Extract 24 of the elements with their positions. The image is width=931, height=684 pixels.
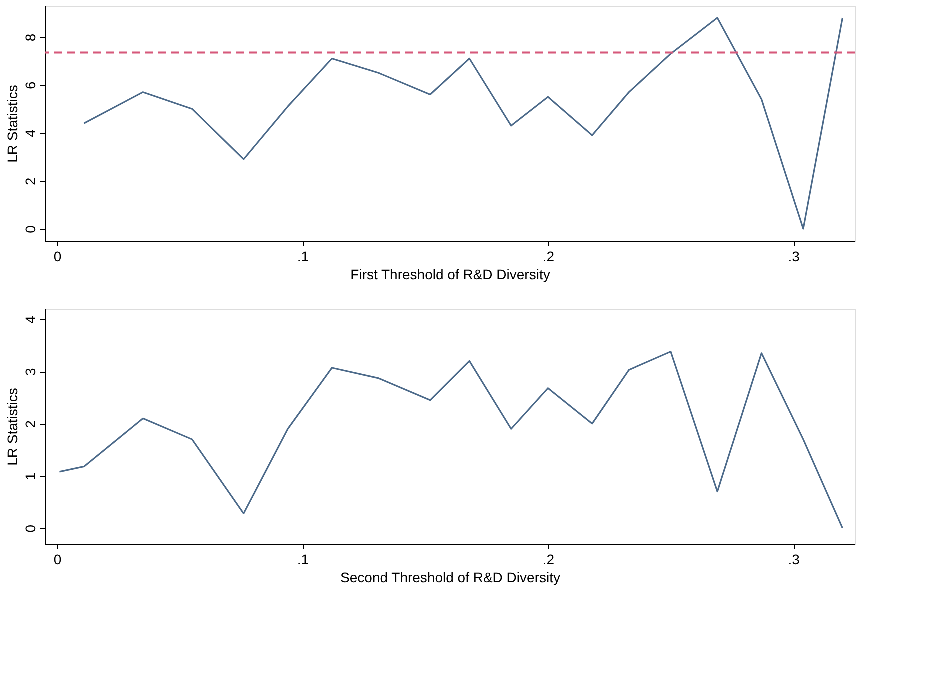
y-tick-label: 4 xyxy=(22,129,38,138)
x-tick-label: .1 xyxy=(297,248,310,264)
y-tick-label: 8 xyxy=(22,34,38,42)
x-tick-label: .3 xyxy=(788,552,800,568)
x-tick-label: .2 xyxy=(542,248,555,264)
x-tick-label: 0 xyxy=(54,248,62,264)
line-series xyxy=(58,351,844,530)
y-tick-label: 3 xyxy=(22,368,38,376)
y-tick-label: 6 xyxy=(22,82,38,90)
x-tick-label: .2 xyxy=(542,552,555,568)
y-axis-title: LR Statistics xyxy=(4,388,20,466)
y-tick-label: 4 xyxy=(22,316,38,324)
y-tick-label: 2 xyxy=(22,177,38,186)
line-series xyxy=(83,17,844,230)
y-tick-label: 1 xyxy=(22,472,38,481)
x-axis-title: First Threshold of R&D Diversity xyxy=(350,266,550,282)
y-axis-title: LR Statistics xyxy=(4,85,20,163)
y-tick-label: 2 xyxy=(22,420,38,428)
y-tick-label: 0 xyxy=(22,225,38,234)
x-tick-label: .3 xyxy=(788,248,800,264)
x-tick-label: 0 xyxy=(54,552,62,568)
x-axis-title: Second Threshold of R&D Diversity xyxy=(340,570,560,586)
y-tick-label: 0 xyxy=(22,524,38,533)
x-tick-label: .1 xyxy=(297,552,310,568)
